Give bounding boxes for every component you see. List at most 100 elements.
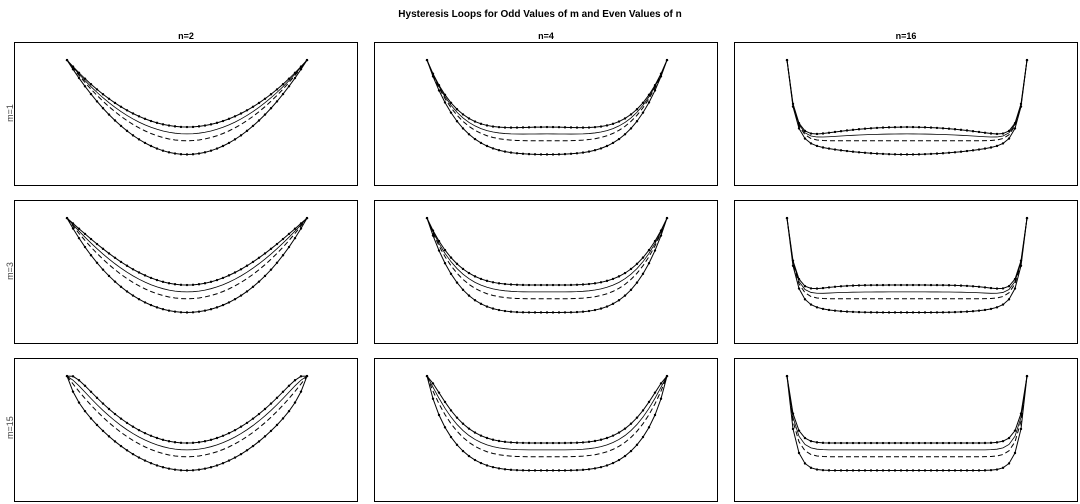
lower-branch-point <box>881 311 885 314</box>
lower-branch-point <box>467 294 471 297</box>
upper-branch-point <box>623 271 627 275</box>
lower-branch-point <box>113 280 117 283</box>
lower-branch-point <box>881 469 885 472</box>
lower-branch-point <box>293 401 297 404</box>
lower-branch-point <box>125 449 129 452</box>
lower-branch-point <box>803 298 807 301</box>
upper-branch-point <box>515 441 519 444</box>
lower-branch-point <box>599 147 603 150</box>
upper-branch-point <box>563 126 567 129</box>
lower-branch-point <box>455 281 459 284</box>
upper-branch-point <box>485 436 489 440</box>
upper-branch-point <box>659 72 663 75</box>
lower-branch-point <box>821 307 825 311</box>
upper-branch-point <box>599 281 603 284</box>
upper-branch-point <box>437 84 441 87</box>
lower-branch-point <box>521 469 525 472</box>
upper-branch-point <box>881 283 885 287</box>
panel-plot <box>425 58 669 156</box>
lower-branch-point <box>203 309 207 312</box>
lower-branch-point <box>575 310 579 314</box>
lower-branch-point <box>965 149 969 153</box>
lower-branch-point <box>569 152 573 155</box>
upper-branch-point <box>467 271 471 275</box>
lower-branch-point <box>941 152 945 155</box>
upper-branch-point <box>203 282 207 285</box>
upper-branch-point <box>149 276 153 280</box>
upper-branch-point <box>941 127 945 130</box>
upper-branch-point <box>809 439 813 443</box>
lower-branch-point <box>227 459 231 462</box>
upper-branch-point <box>431 72 435 75</box>
lower-branch-point <box>1013 287 1017 290</box>
lower-branch-point <box>785 374 789 378</box>
upper-branch-point <box>935 126 939 130</box>
column-label-n4: n=4 <box>538 31 554 41</box>
panel-m15-n4 <box>374 358 718 502</box>
lower-branch-point <box>647 262 651 265</box>
lower-branch-point <box>821 468 825 472</box>
upper-branch-point <box>131 268 135 271</box>
upper-branch-point <box>137 271 141 274</box>
upper-branch-point <box>623 427 627 430</box>
upper-branch-point <box>275 242 279 246</box>
upper-branch-point <box>551 125 555 129</box>
dashed-reference-line <box>786 60 1028 142</box>
lower-branch-point <box>233 138 237 141</box>
upper-branch-point <box>983 131 987 134</box>
upper-branch-point <box>977 130 981 134</box>
panel-plot <box>425 374 669 472</box>
lower-branch-point <box>809 142 813 145</box>
lower-branch-point <box>305 58 309 62</box>
lower-branch-point <box>65 216 69 220</box>
lower-branch-point <box>431 75 435 78</box>
lower-branch-point <box>797 451 801 455</box>
upper-branch-point <box>899 125 903 129</box>
lower-branch-point <box>851 469 855 472</box>
lower-branch-point <box>443 426 447 429</box>
lower-branch-point <box>479 141 483 145</box>
upper-branch-point <box>653 391 657 394</box>
lower-branch-point <box>923 311 927 314</box>
upper-branch-point <box>545 125 549 129</box>
lower-branch-point <box>911 153 915 156</box>
upper-branch-point <box>479 122 483 126</box>
lower-branch-point <box>983 308 987 312</box>
lower-branch-point <box>617 137 621 141</box>
upper-branch-point <box>1007 285 1011 288</box>
upper-branch-point <box>455 416 459 419</box>
upper-branch-point <box>611 434 615 437</box>
upper-branch-point <box>797 429 801 432</box>
upper-branch-point <box>509 126 513 129</box>
lower-branch-point <box>497 308 501 312</box>
dashed-reference-line <box>426 375 668 458</box>
lower-branch-point <box>185 469 189 472</box>
lower-branch-point <box>875 469 879 472</box>
upper-branch-point <box>113 256 117 259</box>
lower-branch-point <box>119 285 123 289</box>
lower-branch-point <box>515 310 519 314</box>
upper-branch-line <box>66 217 308 286</box>
upper-branch-point <box>917 441 921 445</box>
panel-m3-n16 <box>734 200 1078 344</box>
lower-branch-point <box>95 100 99 103</box>
upper-branch-point <box>95 242 99 246</box>
lower-branch-point <box>1019 105 1023 108</box>
upper-branch-point <box>977 441 981 445</box>
lower-branch-point <box>899 153 903 156</box>
lower-branch-point <box>827 308 831 312</box>
lower-branch-point <box>161 149 165 152</box>
upper-branch-point <box>269 402 273 405</box>
upper-branch-point <box>911 283 915 287</box>
lower-branch-point <box>833 469 837 472</box>
lower-branch-point <box>119 444 123 448</box>
lower-branch-point <box>173 468 177 471</box>
lower-branch-point <box>851 150 855 153</box>
lower-branch-point <box>947 469 951 472</box>
lower-branch-point <box>647 101 651 104</box>
upper-branch-point <box>95 88 99 91</box>
lower-branch-point <box>197 468 201 471</box>
lower-branch-point <box>1013 451 1017 455</box>
lower-branch-point <box>161 466 165 469</box>
lower-branch-point <box>1001 466 1005 470</box>
